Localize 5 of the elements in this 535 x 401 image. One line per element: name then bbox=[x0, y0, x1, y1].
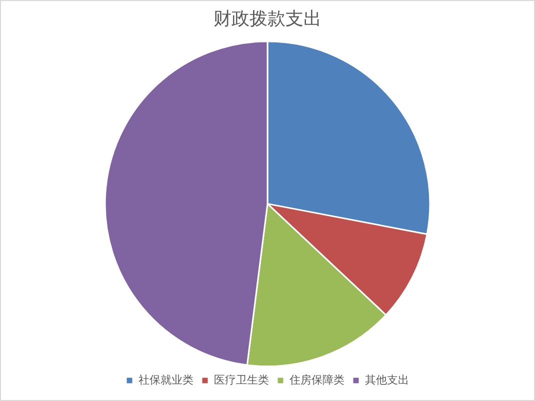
chart-title: 财政拨款支出 bbox=[214, 8, 322, 30]
legend-label: 住房保障类 bbox=[290, 373, 344, 386]
legend-label: 医疗卫生类 bbox=[214, 373, 269, 386]
legend-label: 社保就业类 bbox=[138, 373, 194, 386]
legend-label: 其他支出 bbox=[365, 373, 409, 386]
